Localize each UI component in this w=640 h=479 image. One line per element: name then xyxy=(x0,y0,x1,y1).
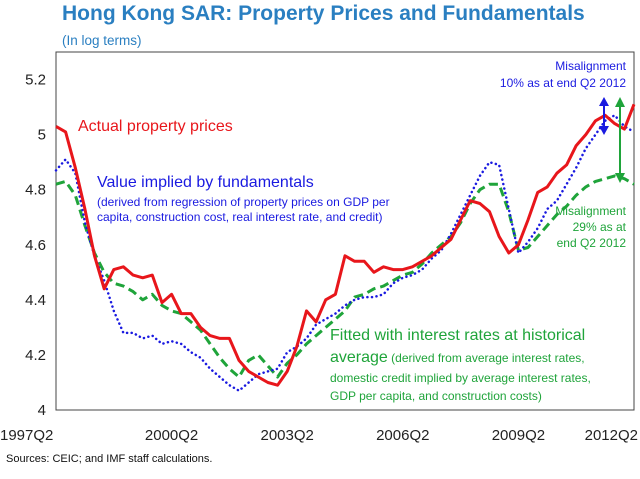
fitted-label-average: average xyxy=(330,349,388,366)
misalignment-green-value: 29% as at xyxy=(573,220,627,234)
y-tick-label: 4.6 xyxy=(25,237,46,254)
actual-prices-label: Actual property prices xyxy=(78,118,233,135)
fitted-note-line-1: (derived from average interest rates, xyxy=(388,351,585,365)
fundamentals-note-line-1: (derived from regression of property pri… xyxy=(97,195,390,209)
y-tick-label: 4 xyxy=(38,402,46,419)
fundamentals-label: Value implied by fundamentals xyxy=(97,174,314,191)
misalignment-green-title: Misalignment xyxy=(555,204,626,218)
x-tick-label: 1997Q2 xyxy=(0,427,53,444)
misalignment-blue-arrow xyxy=(599,97,609,135)
y-tick-label: 5 xyxy=(38,127,46,144)
fitted-label-line-2: average (derived from average interest r… xyxy=(330,349,585,366)
fitted-note-line-3: GDP per capita, and construction costs) xyxy=(330,389,542,403)
x-tick-label: 2006Q2 xyxy=(376,427,429,444)
plot-frame xyxy=(55,51,635,411)
series-line-actual-property-prices xyxy=(55,103,636,387)
y-tick-label: 4.4 xyxy=(25,292,46,309)
series-line-fitted-with-interest-rates-at-historical-average xyxy=(55,174,635,379)
y-tick-label: 5.2 xyxy=(25,72,46,89)
fitted-label-line-1: Fitted with interest rates at historical xyxy=(330,327,585,344)
y-axis-ticks: 4 4.2 4.4 4.6 4.8 5 5.2 xyxy=(25,72,46,419)
misalignment-green-date: end Q2 2012 xyxy=(557,236,627,250)
series-line-value-implied-by-fundamentals xyxy=(54,114,636,392)
x-tick-label: 2000Q2 xyxy=(145,427,198,444)
y-tick-label: 4.8 xyxy=(25,182,46,199)
misalignment-blue-title: Misalignment xyxy=(555,59,626,73)
x-tick-label: 2003Q2 xyxy=(261,427,314,444)
chart-subtitle: (In log terms) xyxy=(62,33,142,48)
misalignment-green-arrow xyxy=(615,97,625,183)
source-note: Sources: CEIC; and IMF staff calculation… xyxy=(6,453,212,465)
misalignment-blue-value: 10% as at end Q2 2012 xyxy=(500,76,626,90)
y-tick-label: 4.2 xyxy=(25,347,46,364)
fitted-note-line-2: domestic credit implied by average inter… xyxy=(330,371,591,385)
x-tick-label: 2012Q2 xyxy=(585,427,638,444)
fundamentals-note-line-2: capita, construction cost, real interest… xyxy=(97,210,382,224)
x-axis-ticks: 1997Q2 2000Q2 2003Q2 2006Q2 2009Q2 2012Q2 xyxy=(0,427,638,444)
x-tick-label: 2009Q2 xyxy=(492,427,545,444)
series-layer xyxy=(54,103,636,392)
chart-title: Hong Kong SAR: Property Prices and Funda… xyxy=(62,2,585,25)
